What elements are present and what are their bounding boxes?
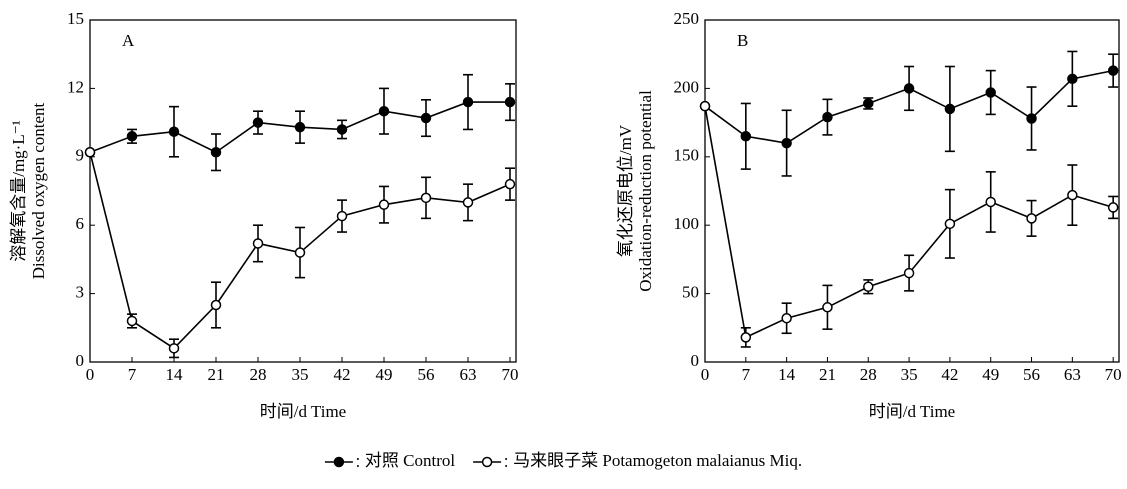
x-tick-label: 49 (982, 365, 999, 384)
y-tick-label: 200 (674, 77, 700, 96)
marker (863, 98, 874, 109)
y-tick-label: 100 (674, 214, 700, 233)
y-tick-label: 15 (67, 9, 84, 28)
marker (420, 192, 432, 204)
marker (740, 131, 752, 142)
legend-marker (333, 456, 345, 468)
marker (1067, 189, 1078, 201)
y-tick-label: 9 (76, 146, 85, 165)
marker (740, 332, 752, 343)
marker (504, 178, 516, 190)
marker (378, 105, 390, 117)
x-axis-label: 时间/d Time (869, 402, 955, 421)
marker (822, 302, 833, 313)
x-tick-label: 70 (1105, 365, 1122, 384)
marker (336, 124, 348, 135)
marker (168, 343, 180, 354)
marker (944, 103, 956, 115)
x-tick-label: 35 (292, 365, 309, 384)
marker (210, 299, 222, 311)
x-tick-label: 35 (901, 365, 918, 384)
plot-frame (89, 19, 517, 363)
y-tick-label: 50 (682, 283, 699, 302)
x-tick-label: 42 (334, 365, 351, 384)
marker (944, 218, 956, 230)
marker (903, 83, 915, 94)
marker (294, 247, 306, 258)
marker (1107, 65, 1119, 76)
marker (1067, 73, 1078, 85)
legend-label: 对照 Control (365, 451, 455, 470)
marker (781, 312, 792, 324)
legend-colon-dot (356, 458, 359, 460)
marker (903, 267, 915, 279)
marker (420, 112, 432, 124)
x-tick-label: 63 (460, 365, 477, 384)
legend-colon-dot (505, 465, 508, 467)
x-tick-label: 14 (166, 365, 184, 384)
x-tick-label: 63 (1064, 365, 1081, 384)
y-tick-label: 0 (76, 351, 85, 370)
marker (985, 87, 996, 98)
y-tick-label: 150 (674, 146, 700, 165)
legend-label: 马来眼子菜 Potamogeton malaianus Miq. (513, 451, 802, 470)
marker (210, 146, 222, 158)
legend-colon-dot (356, 465, 359, 467)
x-tick-label: 7 (128, 365, 137, 384)
marker (336, 210, 348, 222)
x-tick-label: 28 (860, 365, 877, 384)
marker (168, 126, 180, 137)
y-tick-label: 6 (76, 214, 85, 233)
panel-label: B (737, 31, 748, 50)
x-tick-label: 14 (778, 365, 796, 384)
marker (863, 281, 874, 293)
series-line (704, 106, 1114, 339)
x-tick-label: 21 (819, 365, 836, 384)
marker (252, 117, 264, 128)
y-axis-label: 氧化还原电位/mV (616, 124, 635, 257)
marker (781, 137, 792, 149)
marker (1026, 113, 1037, 124)
x-tick-label: 0 (701, 365, 710, 384)
panel-label: A (122, 31, 135, 50)
y-axis-label: 溶解氧含量/mg·L⁻¹ (9, 120, 28, 262)
plot-frame (704, 19, 1120, 363)
marker (294, 121, 306, 133)
legend-marker (481, 456, 493, 468)
x-tick-label: 0 (86, 365, 95, 384)
y-axis-label: Dissolved oxygen content (29, 102, 48, 279)
x-tick-label: 21 (208, 365, 225, 384)
marker (1026, 213, 1037, 224)
x-tick-label: 49 (376, 365, 393, 384)
marker (822, 111, 833, 123)
x-tick-label: 42 (941, 365, 958, 384)
marker (1107, 202, 1119, 213)
marker (462, 96, 474, 108)
y-axis-label: Oxidation-reduction potential (636, 90, 655, 292)
marker (699, 100, 711, 112)
marker (126, 131, 138, 142)
legend-colon-dot (505, 458, 508, 460)
x-axis-label: 时间/d Time (260, 402, 346, 421)
marker (378, 199, 390, 210)
y-tick-label: 12 (67, 77, 84, 96)
marker (126, 315, 138, 327)
marker (462, 197, 474, 208)
x-tick-label: 7 (742, 365, 751, 384)
legend: 对照 Control 马来眼子菜 Potamogeton malaianus Mi… (324, 451, 802, 470)
marker (84, 146, 96, 158)
x-tick-label: 56 (418, 365, 435, 384)
x-tick-label: 56 (1023, 365, 1040, 384)
y-tick-label: 0 (691, 351, 700, 370)
marker (504, 96, 516, 108)
y-tick-label: 3 (76, 283, 85, 302)
x-tick-label: 28 (250, 365, 267, 384)
y-tick-label: 250 (674, 9, 700, 28)
marker (252, 238, 264, 249)
x-tick-label: 70 (502, 365, 519, 384)
marker (985, 196, 996, 208)
